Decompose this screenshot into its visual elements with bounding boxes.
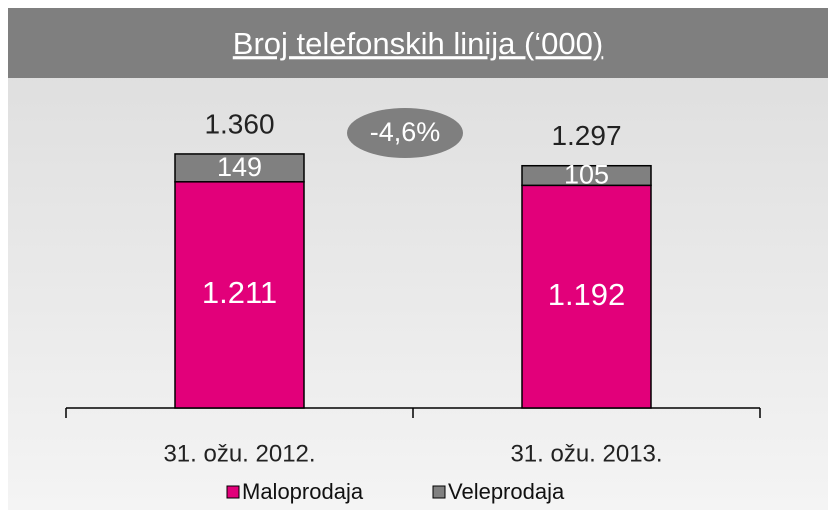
annotation: -4,6%	[370, 117, 441, 147]
value-label: 1.211	[202, 275, 277, 310]
legend-swatch	[432, 485, 446, 499]
bar-segment	[521, 164, 652, 187]
chart-title: Broj telefonskih linija (‘000)	[233, 26, 603, 61]
annotation-bubble	[347, 108, 463, 158]
x-tick-label: 31. ožu. 2012.	[163, 440, 315, 467]
bar-segment	[521, 184, 652, 409]
total-label: 1.360	[204, 108, 274, 139]
bar-segment	[174, 153, 305, 183]
value-label: 149	[217, 152, 262, 182]
plot-background	[8, 8, 828, 510]
x-tick-label: 31. ožu. 2013.	[510, 440, 662, 467]
legend-label: Maloprodaja	[242, 479, 364, 504]
value-label: 1.192	[548, 277, 626, 312]
title-bar	[8, 8, 828, 78]
legend-label: Veleprodaja	[448, 479, 565, 504]
value-label: 105	[564, 160, 609, 190]
total-label: 1.297	[551, 120, 621, 151]
legend-swatch	[226, 485, 240, 499]
